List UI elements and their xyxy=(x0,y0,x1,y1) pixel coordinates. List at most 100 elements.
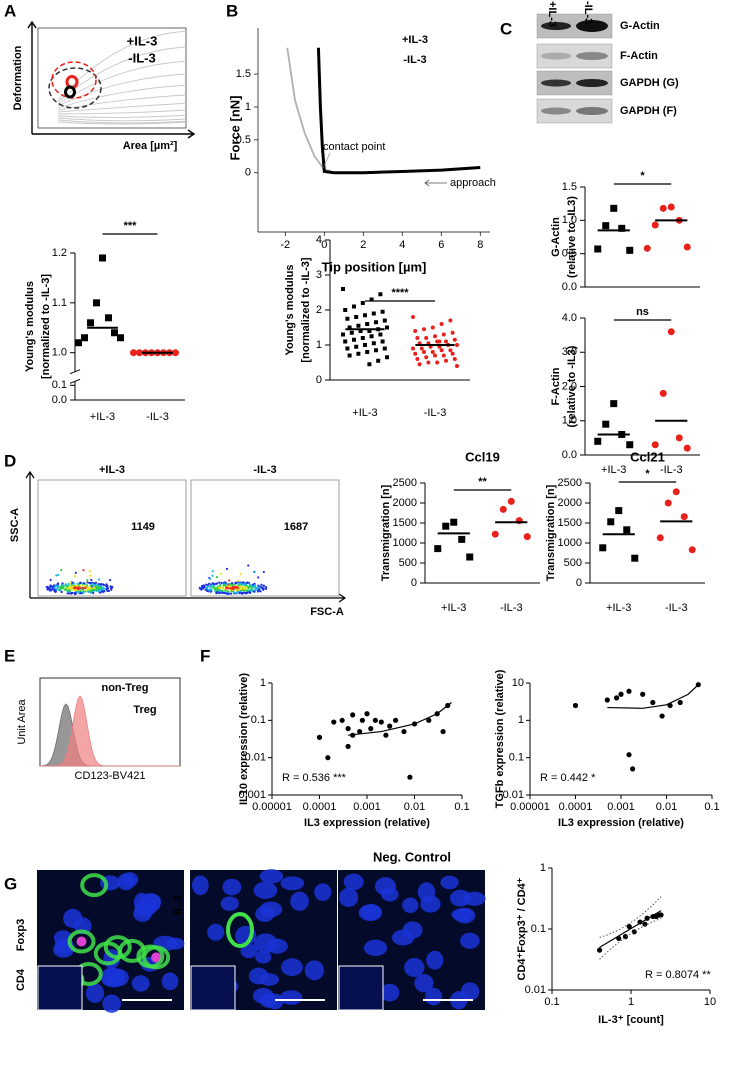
nucleus xyxy=(207,923,225,941)
contour xyxy=(51,61,97,99)
blot-band xyxy=(541,52,571,60)
data-point xyxy=(610,204,618,212)
flow-event xyxy=(66,590,70,593)
data-point xyxy=(455,364,459,368)
axis-arrow xyxy=(25,470,347,603)
flow-event xyxy=(57,584,60,587)
flow-event xyxy=(235,585,238,588)
data-point xyxy=(360,336,365,340)
significance-label: ** xyxy=(478,476,487,488)
flow-event xyxy=(242,581,245,584)
iso-line xyxy=(57,114,187,118)
y-tick-label: 0.0 xyxy=(562,449,577,461)
y-tick-label: 0 xyxy=(245,167,251,179)
data-point xyxy=(450,351,455,356)
data-point xyxy=(680,513,688,521)
data-point xyxy=(372,717,378,723)
data-point xyxy=(444,358,448,363)
cd4-stain xyxy=(80,873,109,898)
flow-event xyxy=(240,582,243,585)
y-tick-label: 500 xyxy=(564,557,582,569)
data-point xyxy=(626,441,634,449)
data-point xyxy=(623,526,631,534)
data-point xyxy=(411,315,415,319)
flow-event xyxy=(253,570,256,573)
y-axis-label: IL10 expression (relative) xyxy=(238,673,250,805)
iso-line xyxy=(57,94,187,111)
flow-event xyxy=(94,583,97,586)
panel-label: F xyxy=(200,646,210,665)
axis-break xyxy=(69,369,81,375)
blot-row-label: GAPDH (F) xyxy=(620,105,677,117)
y-axis-label: [normalized to -IL-3] xyxy=(40,274,52,379)
y-tick-label: 2000 xyxy=(393,497,417,509)
data-point xyxy=(523,533,531,541)
data-point xyxy=(618,691,624,697)
data-point xyxy=(688,546,696,554)
nucleus xyxy=(259,869,284,884)
data-point xyxy=(356,323,361,328)
flow-event xyxy=(53,590,56,593)
flow-event xyxy=(211,582,215,585)
significance-label: **** xyxy=(391,287,409,299)
data-point xyxy=(341,332,345,337)
cd4-stain xyxy=(136,944,165,969)
data-point xyxy=(572,702,579,709)
data-point xyxy=(458,535,466,543)
data-point xyxy=(507,497,515,505)
data-point xyxy=(452,357,457,361)
data-point xyxy=(596,947,603,953)
data-point xyxy=(626,688,632,694)
flow-event xyxy=(45,586,48,589)
data-point xyxy=(354,315,359,319)
data-point xyxy=(369,297,374,302)
data-point xyxy=(602,222,610,230)
flow-event xyxy=(98,589,101,593)
flow-event xyxy=(217,586,220,589)
flow-event xyxy=(221,591,225,595)
flow-event xyxy=(208,577,212,581)
x-tick-label: 2 xyxy=(360,239,366,251)
flow-event xyxy=(247,564,250,567)
nucleus xyxy=(460,982,480,1001)
nucleus xyxy=(402,921,423,939)
data-point xyxy=(435,360,440,365)
data-point xyxy=(411,346,415,351)
iso-line xyxy=(57,121,187,125)
flow-event xyxy=(209,590,212,593)
y-tick-label: 1 xyxy=(245,101,251,113)
data-point xyxy=(433,353,437,358)
flow-event xyxy=(102,583,105,586)
flow-event xyxy=(73,588,76,591)
flow-event xyxy=(218,584,221,587)
data-point xyxy=(650,699,656,706)
flow-event xyxy=(89,574,92,577)
significance-label: * xyxy=(645,468,650,480)
flow-event xyxy=(256,587,259,590)
nucleus xyxy=(426,950,444,970)
x-tick-label: 0.01 xyxy=(404,801,425,813)
data-point xyxy=(75,339,82,347)
flow-count: 1149 xyxy=(131,521,155,533)
flow-event xyxy=(74,592,77,595)
y-tick-label: 1.0 xyxy=(52,347,67,359)
flow-event xyxy=(56,582,60,585)
flow-event xyxy=(89,589,92,592)
flow-event xyxy=(89,586,92,589)
flow-event xyxy=(61,586,64,589)
flow-event xyxy=(202,586,205,589)
data-point xyxy=(604,697,610,703)
flow-event xyxy=(248,591,251,594)
data-point xyxy=(347,325,352,330)
flow-event xyxy=(102,590,105,593)
flow-event xyxy=(69,581,72,584)
data-point xyxy=(413,329,418,333)
data-point xyxy=(378,719,384,725)
y-axis-label: (relative to -IL3) xyxy=(566,196,578,278)
flow-event xyxy=(79,584,82,587)
data-point xyxy=(430,325,435,330)
x-tick-label: 0 xyxy=(321,239,327,251)
data-point xyxy=(450,330,455,335)
inset xyxy=(338,965,384,1011)
flow-event xyxy=(247,585,250,589)
